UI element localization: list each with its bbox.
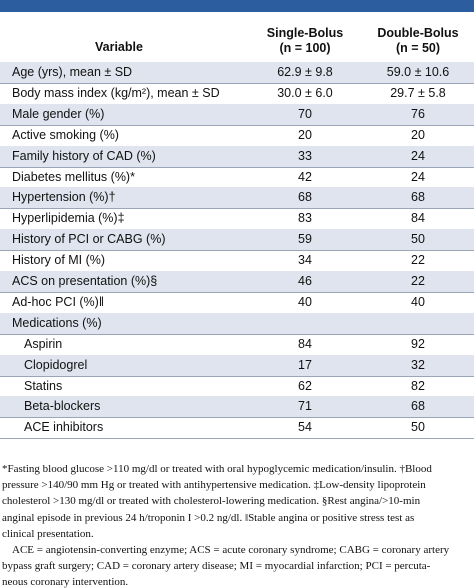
- table-cell: 71: [298, 399, 312, 414]
- table-cell: 70: [298, 106, 312, 121]
- table-cell: 24: [411, 148, 425, 163]
- table-cell: 50: [411, 232, 425, 247]
- table-cell: History of MI (%): [12, 253, 106, 268]
- header-cell: Single-Bolus (n = 100): [250, 26, 360, 56]
- table-cell: 24: [411, 169, 425, 184]
- table-cell: 42: [298, 169, 312, 184]
- header-line: Double-Bolus: [377, 26, 459, 40]
- table-cell: Hypertension (%)†: [12, 190, 116, 205]
- table-cell: 30.0 ± 6.0: [277, 85, 333, 100]
- table-cell: 54: [298, 420, 312, 435]
- header-line: (n = 100): [279, 41, 331, 55]
- table-row: History of PCI or CABG (%) 59 50: [0, 229, 474, 252]
- table-cell: Clopidogrel: [24, 357, 88, 372]
- table-cell: Active smoking (%): [12, 127, 119, 142]
- table-cell: 83: [298, 211, 312, 226]
- table-row: Medications (%): [0, 312, 474, 335]
- table-cell: 22: [411, 253, 425, 268]
- table-cell: 76: [411, 106, 425, 121]
- table-row: Diabetes mellitus (%)* 42 24: [0, 167, 474, 189]
- table-cell: 20: [411, 127, 425, 142]
- table-cell: 59.0 ± 10.6: [386, 65, 450, 79]
- table-cell: 68: [298, 190, 312, 205]
- table-cell: 68: [411, 399, 425, 414]
- table-cell: Male gender (%): [12, 106, 105, 121]
- table-cell: Diabetes mellitus (%)*: [12, 169, 135, 184]
- table-cell: 62: [298, 378, 312, 393]
- table-row: Family history of CAD (%) 33 24: [0, 145, 474, 168]
- table-cell: 22: [411, 274, 425, 288]
- table-cell: Family history of CAD (%): [12, 148, 156, 163]
- table-cell: 84: [411, 211, 425, 226]
- header-row: Variable Single-Bolus (n = 100) Double-Bolu…: [0, 20, 474, 63]
- table-row: Active smoking (%) 20 20: [0, 125, 474, 147]
- footnote: clinical presentation.: [2, 527, 94, 540]
- header-cell: Variable: [95, 40, 143, 54]
- table-cell: 40: [411, 294, 425, 309]
- table-row: Ad-hoc PCI (%)‖ 40 40: [0, 292, 474, 314]
- table-cell: Aspirin: [24, 336, 63, 351]
- abbreviation: bypass graft surgery; CAD = coronary art…: [2, 560, 431, 573]
- table-cell: 50: [411, 420, 425, 435]
- table-row: Beta-blockers 71 68: [0, 396, 474, 419]
- table-cell: ACE inhibitors: [24, 420, 104, 435]
- header-line: (n = 50): [395, 41, 441, 55]
- table-cell: 29.7 ± 5.8: [390, 85, 446, 100]
- table-cell: Beta-blockers: [24, 399, 101, 414]
- table-cell: 59: [298, 232, 312, 247]
- table-cell: History of PCI or CABG (%): [12, 232, 166, 247]
- table-row: Age (yrs), mean ± SD 62.9 ± 9.8 59.0 ± 10.…: [0, 62, 474, 84]
- header-bar: [0, 0, 474, 12]
- table-cell: 17: [298, 357, 312, 372]
- table-cell: 40: [298, 294, 312, 309]
- table-cell: 46: [298, 274, 312, 288]
- table-row: Hypertension (%)† 68 68: [0, 187, 474, 210]
- table-row: Aspirin 84 92: [0, 334, 474, 356]
- table-cell: Statins: [24, 378, 63, 393]
- table-cell: Ad-hoc PCI (%)‖: [12, 294, 104, 309]
- table-row: Hyperlipidemia (%)‡ 83 84: [0, 208, 474, 231]
- footnote: *Fasting blood glucose >110 mg/dl or tre…: [2, 463, 432, 475]
- header-line: Single-Bolus: [266, 26, 344, 40]
- table-cell: Age (yrs), mean ± SD: [12, 65, 133, 79]
- header-cell: Double-Bolus (n = 50): [363, 26, 473, 56]
- table-row: History of MI (%) 34 22: [0, 250, 474, 273]
- table-cell: 84: [298, 336, 312, 351]
- table-row: Statins 62 82: [0, 376, 474, 398]
- table-cell: Body mass index (kg/m²), mean ± SD: [12, 85, 220, 100]
- footnote: cholesterol >130 mg/dl or treated with c…: [2, 495, 421, 508]
- table-cell: 20: [298, 127, 312, 142]
- table-row: Body mass index (kg/m²), mean ± SD 30.0 ±…: [0, 83, 474, 105]
- table-cell: 33: [298, 148, 312, 163]
- table-row: Male gender (%) 70 76: [0, 103, 474, 126]
- table-row: ACS on presentation (%)§ 46 22: [0, 271, 474, 293]
- table-row: Clopidogrel 17 32: [0, 354, 474, 377]
- table-cell: 34: [298, 253, 312, 268]
- table-cell: 32: [411, 357, 425, 372]
- footnote: pressure >140/90 mm Hg or treated with a…: [2, 479, 426, 492]
- abbreviation: ACE = angiotensin-converting enzyme; ACS…: [12, 544, 450, 556]
- table-cell: Medications (%): [12, 315, 102, 330]
- table-row: ACE inhibitors 54 50: [0, 417, 474, 440]
- table-cell: Hyperlipidemia (%)‡: [12, 211, 125, 226]
- footnote: anginal episode in previous 24 h/troponi…: [2, 511, 415, 524]
- table-cell: 62.9 ± 9.8: [277, 65, 333, 79]
- table-cell: 92: [411, 336, 425, 351]
- table-cell: ACS on presentation (%)§: [12, 274, 158, 288]
- table-cell: 82: [411, 378, 425, 393]
- table-cell: 68: [411, 190, 425, 205]
- abbreviation: neous coronary intervention.: [2, 576, 129, 588]
